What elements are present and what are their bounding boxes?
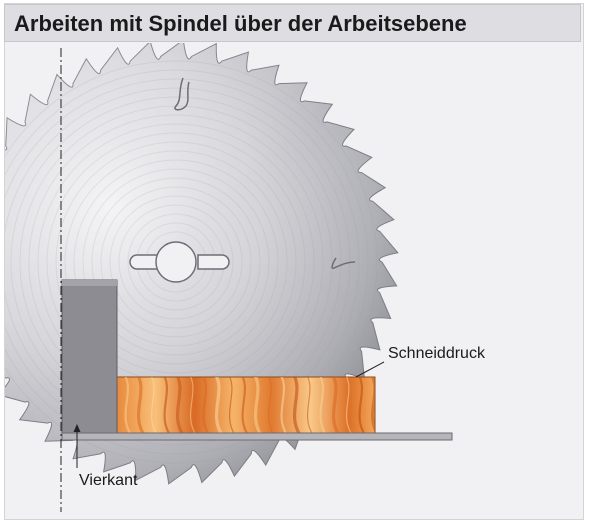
wood-grain-line xyxy=(124,377,132,433)
blade-ring xyxy=(5,60,378,464)
blade-ring xyxy=(100,186,252,338)
blade-ring xyxy=(73,159,279,365)
workpiece xyxy=(116,372,393,438)
work-table xyxy=(61,432,453,441)
wood-grain-line xyxy=(292,377,301,433)
workpiece-body xyxy=(116,376,376,434)
wood-grain-line xyxy=(136,377,145,433)
wood-grain-line xyxy=(267,377,274,433)
wood-grain xyxy=(117,372,393,438)
square-leader-arrow xyxy=(73,424,81,432)
wood-grain-line xyxy=(358,377,366,433)
wood-grain-line xyxy=(370,377,375,433)
square-fence-highlight xyxy=(62,280,117,286)
wood-grain-line xyxy=(150,377,157,433)
diagram-title: Arbeiten mit Spindel über der Arbeitsebe… xyxy=(14,11,467,36)
arbor-hole xyxy=(155,241,197,283)
wood-grain-line xyxy=(241,377,249,433)
wood-grain-line xyxy=(383,372,393,438)
wood-grain-line xyxy=(345,377,352,433)
wood-grain-line xyxy=(331,377,340,433)
wood-grain-line xyxy=(280,377,288,433)
blade-ring xyxy=(91,177,261,347)
blade-ring xyxy=(5,69,369,455)
blade-ring xyxy=(5,78,360,446)
wood-grain-line xyxy=(306,377,313,433)
blade-ring xyxy=(118,204,234,320)
wood-grain-line xyxy=(214,377,223,433)
square-fence xyxy=(61,279,118,439)
blade-slot-top xyxy=(174,77,190,111)
blade-ring xyxy=(109,195,243,329)
blade-ring xyxy=(82,168,270,356)
wood-grain-line xyxy=(189,377,196,433)
wood-grain-line xyxy=(163,377,171,433)
title-bar: Arbeiten mit Spindel über der Arbeitsebe… xyxy=(4,4,581,42)
cutting-pressure-label: Schneiddruck xyxy=(388,345,485,362)
wood-grain-line xyxy=(175,377,184,433)
wood-grain-line xyxy=(202,377,210,433)
square-label: Vierkant xyxy=(79,472,138,489)
wood-grain-line xyxy=(319,377,327,433)
wood-grain-line xyxy=(228,377,235,433)
blade-ring xyxy=(64,150,288,374)
wood-grain-line xyxy=(253,377,262,433)
cutting-pressure-leader xyxy=(355,361,385,378)
blade-slot-right xyxy=(331,257,356,270)
